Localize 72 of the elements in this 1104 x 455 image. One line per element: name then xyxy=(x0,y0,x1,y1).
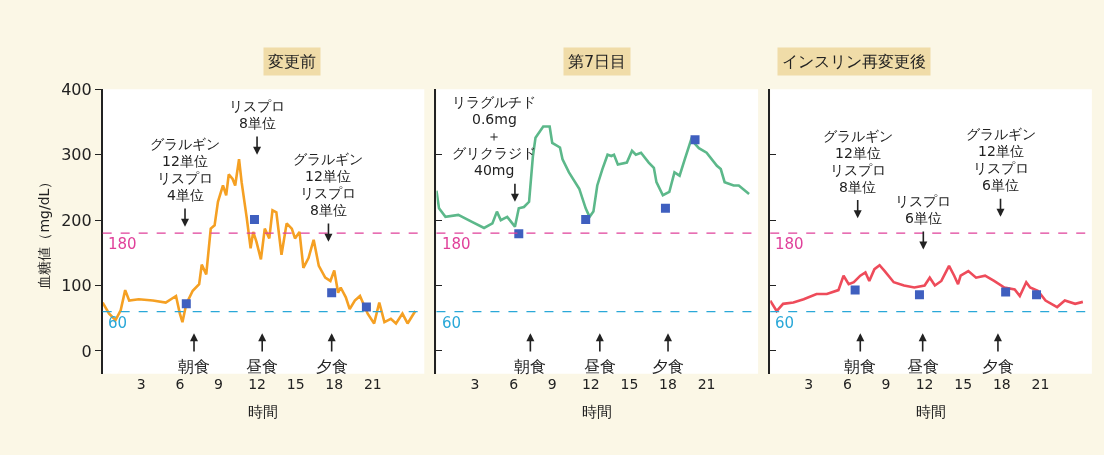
annotation: リスプロ xyxy=(830,162,886,178)
x-tick-label: 15 xyxy=(286,375,305,392)
chart-title: 第7日目 xyxy=(568,52,627,71)
annotation: 12単位 xyxy=(305,168,351,184)
chart-title: 変更前 xyxy=(268,52,316,71)
annotation: グラルギン xyxy=(150,136,220,152)
x-tick-label: 6 xyxy=(175,375,185,392)
x-tick-label: 21 xyxy=(363,375,382,392)
x-tick-label: 9 xyxy=(214,375,223,392)
x-axis-title: 時間 xyxy=(582,402,613,421)
annotation: リスプロ xyxy=(229,98,285,114)
annotation: リスプロ xyxy=(157,170,213,186)
ref-line-label: 180 xyxy=(108,235,137,253)
ref-line-label: 60 xyxy=(775,314,795,332)
x-tick-label: 18 xyxy=(325,375,344,392)
x-tick-label: 6 xyxy=(842,375,852,392)
annotation: 朝食 xyxy=(178,357,210,376)
y-tick-label: 400 xyxy=(61,79,92,99)
annotation: グラルギン xyxy=(293,151,363,167)
x-axis-title: 時間 xyxy=(248,402,279,421)
x-tick-label: 3 xyxy=(136,375,146,392)
y-tick-label: 0 xyxy=(81,341,92,361)
x-tick-label: 9 xyxy=(881,375,891,392)
chart-title: インスリン再変更後 xyxy=(782,52,926,71)
x-tick-label: 21 xyxy=(697,375,716,392)
annotation: 朝食 xyxy=(844,357,876,376)
annotation: ＋ xyxy=(487,128,501,144)
annotation: 0.6mg xyxy=(472,111,517,127)
x-tick-label: 12 xyxy=(915,375,934,392)
annotation: 昼食 xyxy=(246,357,278,376)
annotation: 4単位 xyxy=(167,187,204,203)
annotation: 昼食 xyxy=(584,357,616,376)
annotation: リラグルチド xyxy=(452,94,536,110)
annotation: 12単位 xyxy=(835,145,881,161)
annotation: 夕食 xyxy=(652,357,684,376)
x-tick-label: 15 xyxy=(954,375,973,392)
ref-line-label: 60 xyxy=(442,314,462,332)
y-tick-label: 100 xyxy=(61,276,92,296)
annotation: 朝食 xyxy=(514,357,546,376)
y-axis-title: 血糖値（mg/dL） xyxy=(36,174,53,289)
annotation: 6単位 xyxy=(982,177,1019,193)
x-tick-label: 21 xyxy=(1031,375,1050,392)
x-tick-label: 3 xyxy=(470,375,480,392)
x-tick-label: 15 xyxy=(620,375,639,392)
annotation: リスプロ xyxy=(973,160,1029,176)
annotation: グラルギン xyxy=(823,128,893,144)
annotation: 夕食 xyxy=(316,357,348,376)
annotation: 6単位 xyxy=(905,210,942,226)
x-tick-label: 6 xyxy=(509,375,519,392)
annotation: 8単位 xyxy=(310,202,347,218)
annotation: 12単位 xyxy=(162,153,208,169)
ref-line-label: 60 xyxy=(108,314,128,332)
ref-line-label: 180 xyxy=(775,235,804,253)
x-tick-label: 3 xyxy=(804,375,814,392)
x-tick-label: 9 xyxy=(547,375,557,392)
annotation: 夕食 xyxy=(982,357,1014,376)
x-tick-label: 18 xyxy=(659,375,677,392)
y-tick-label: 200 xyxy=(61,210,92,230)
x-tick-label: 12 xyxy=(581,375,600,392)
annotation: グラルギン xyxy=(966,126,1036,142)
y-tick-label: 300 xyxy=(61,145,92,165)
x-tick-label: 12 xyxy=(248,375,266,392)
annotation: 8単位 xyxy=(239,115,276,131)
annotation: 昼食 xyxy=(907,357,939,376)
annotation: 12単位 xyxy=(978,143,1024,159)
x-tick-label: 18 xyxy=(992,375,1011,392)
x-axis-title: 時間 xyxy=(916,402,947,421)
ref-line-label: 180 xyxy=(442,235,471,253)
annotation: リスプロ xyxy=(895,193,951,209)
annotation: 8単位 xyxy=(839,179,876,195)
annotation: リスプロ xyxy=(300,185,356,201)
annotation: 40mg xyxy=(474,162,515,178)
